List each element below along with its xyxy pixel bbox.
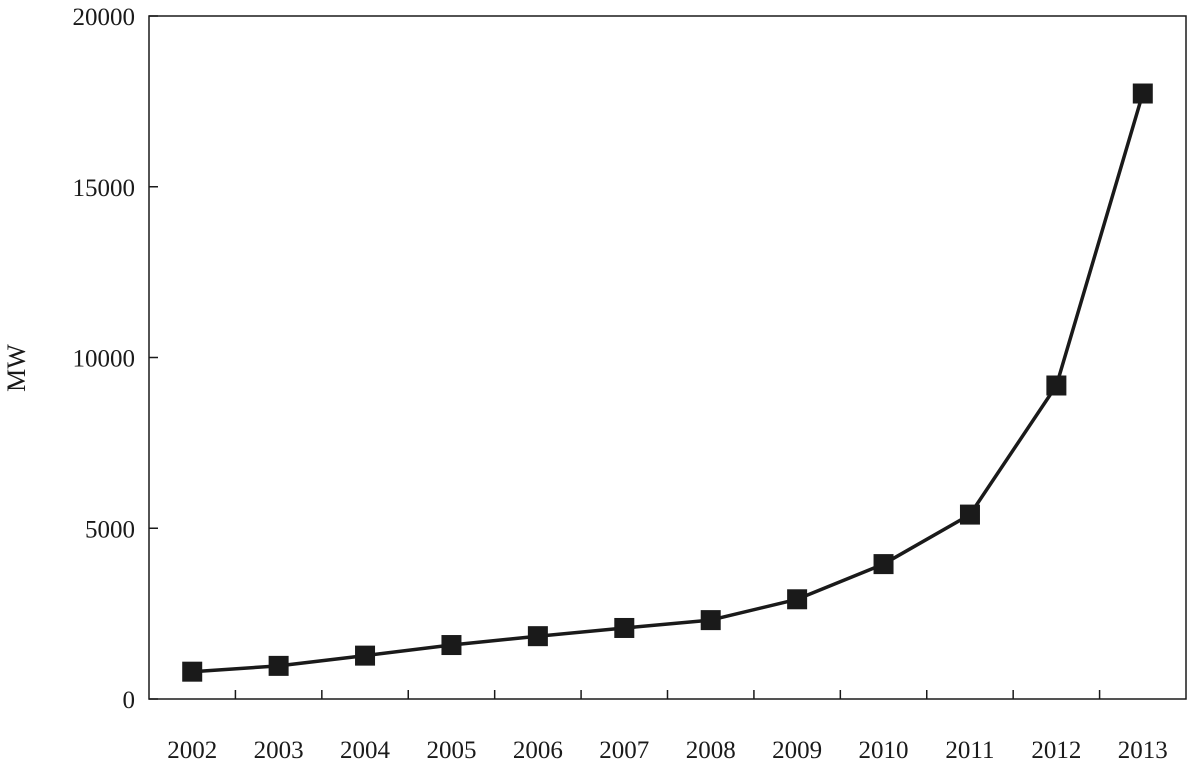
data-point-marker: [441, 635, 462, 656]
x-tick-label: 2008: [686, 737, 736, 763]
data-point-marker: [959, 504, 980, 525]
x-axis-ticks: [234, 690, 1101, 699]
x-tick-label: 2007: [599, 737, 649, 763]
x-tick-label: 2009: [772, 737, 822, 763]
x-axis-tick-labels: 2002 2003 2004 2005 2006 2007 2008 2009 2010 2011…: [167, 737, 1168, 763]
data-point-marker: [355, 645, 376, 666]
x-tick-label: 2002: [167, 737, 217, 763]
data-point-marker: [1046, 375, 1067, 396]
x-tick-label: 2005: [426, 737, 476, 763]
y-axis-ticks: [149, 15, 158, 700]
x-tick-label: 2010: [859, 737, 909, 763]
y-tick-label: 15000: [73, 175, 136, 202]
y-tick-label: 5000: [85, 516, 135, 543]
data-point-marker: [268, 655, 289, 676]
plot-area-frame: [148, 15, 1187, 700]
data-point-marker: [1132, 83, 1153, 104]
series-markers: [182, 83, 1153, 682]
y-axis-title: MW: [2, 344, 31, 392]
data-point-marker: [787, 589, 808, 610]
x-tick-label: 2003: [254, 737, 304, 763]
x-tick-label: 2004: [340, 737, 391, 763]
series-line: [192, 93, 1145, 674]
data-point-marker: [527, 626, 548, 647]
x-tick-label: 2013: [1118, 737, 1168, 763]
y-tick-label: 20000: [73, 4, 136, 31]
x-tick-label: 2012: [1031, 737, 1081, 763]
data-point-marker: [873, 554, 894, 575]
x-tick-label: 2011: [945, 737, 994, 763]
y-tick-label: 10000: [73, 346, 136, 373]
data-point-marker: [700, 610, 721, 631]
series-lines: [192, 93, 1145, 674]
y-tick-label: 0: [123, 687, 136, 714]
x-tick-label: 2006: [513, 737, 563, 763]
data-point-marker: [614, 617, 635, 638]
y-axis-tick-labels: 0 5000 10000 15000 20000: [73, 4, 136, 714]
data-point-marker: [182, 661, 203, 682]
